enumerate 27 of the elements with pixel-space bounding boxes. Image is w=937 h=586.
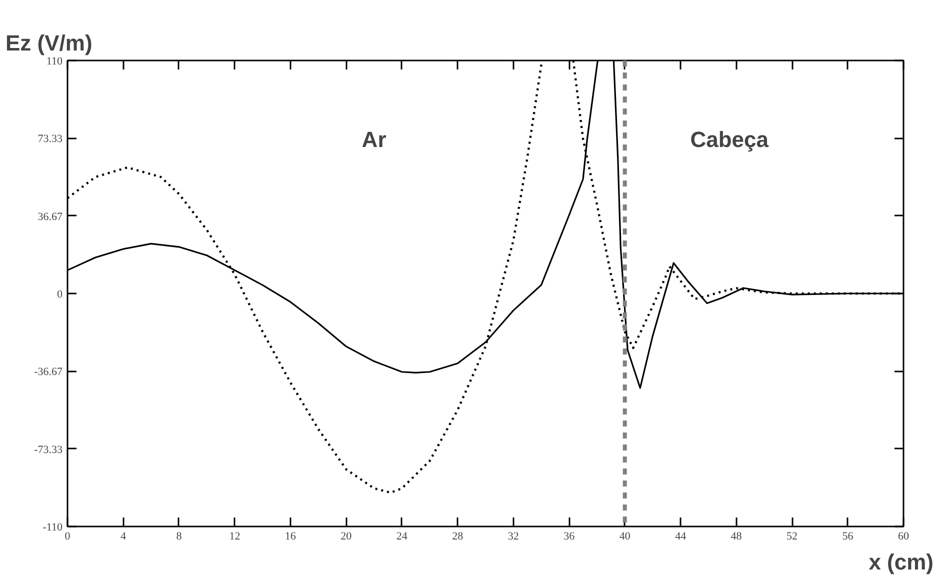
x-tick-label: 52: [786, 530, 798, 542]
x-tick-label: 20: [340, 530, 352, 542]
x-tick-label: 32: [508, 530, 519, 542]
x-tick-label: 40: [619, 530, 631, 542]
y-tick-label: -36.67: [34, 366, 63, 378]
x-tick-label: 60: [898, 530, 910, 542]
x-tick-label: 48: [730, 530, 742, 542]
y-tick-label: 36.67: [38, 210, 63, 223]
y-tick-label: -73.33: [34, 444, 63, 456]
x-tick-label: 56: [842, 530, 854, 542]
x-axis-title: x (cm): [868, 550, 934, 574]
annotation: Cabeça: [690, 127, 770, 152]
x-tick-label: 28: [452, 530, 464, 542]
y-tick-label: 110: [46, 56, 63, 68]
y-tick-label: 0: [57, 288, 63, 300]
y-tick-label: 73.33: [38, 133, 63, 146]
x-tick-label: 36: [564, 530, 576, 542]
annotation: Ar: [362, 127, 387, 152]
x-tick-label: 0: [64, 530, 71, 542]
y-tick-label: -110: [42, 522, 63, 534]
x-tick-label: 12: [229, 530, 240, 542]
x-tick-label: 24: [396, 530, 408, 542]
x-tick-label: 4: [120, 530, 126, 542]
x-tick-label: 44: [675, 530, 687, 542]
x-tick-label: 16: [284, 530, 296, 542]
x-tick-label: 8: [176, 530, 182, 542]
y-axis-title: Ez (V/m): [6, 30, 92, 56]
